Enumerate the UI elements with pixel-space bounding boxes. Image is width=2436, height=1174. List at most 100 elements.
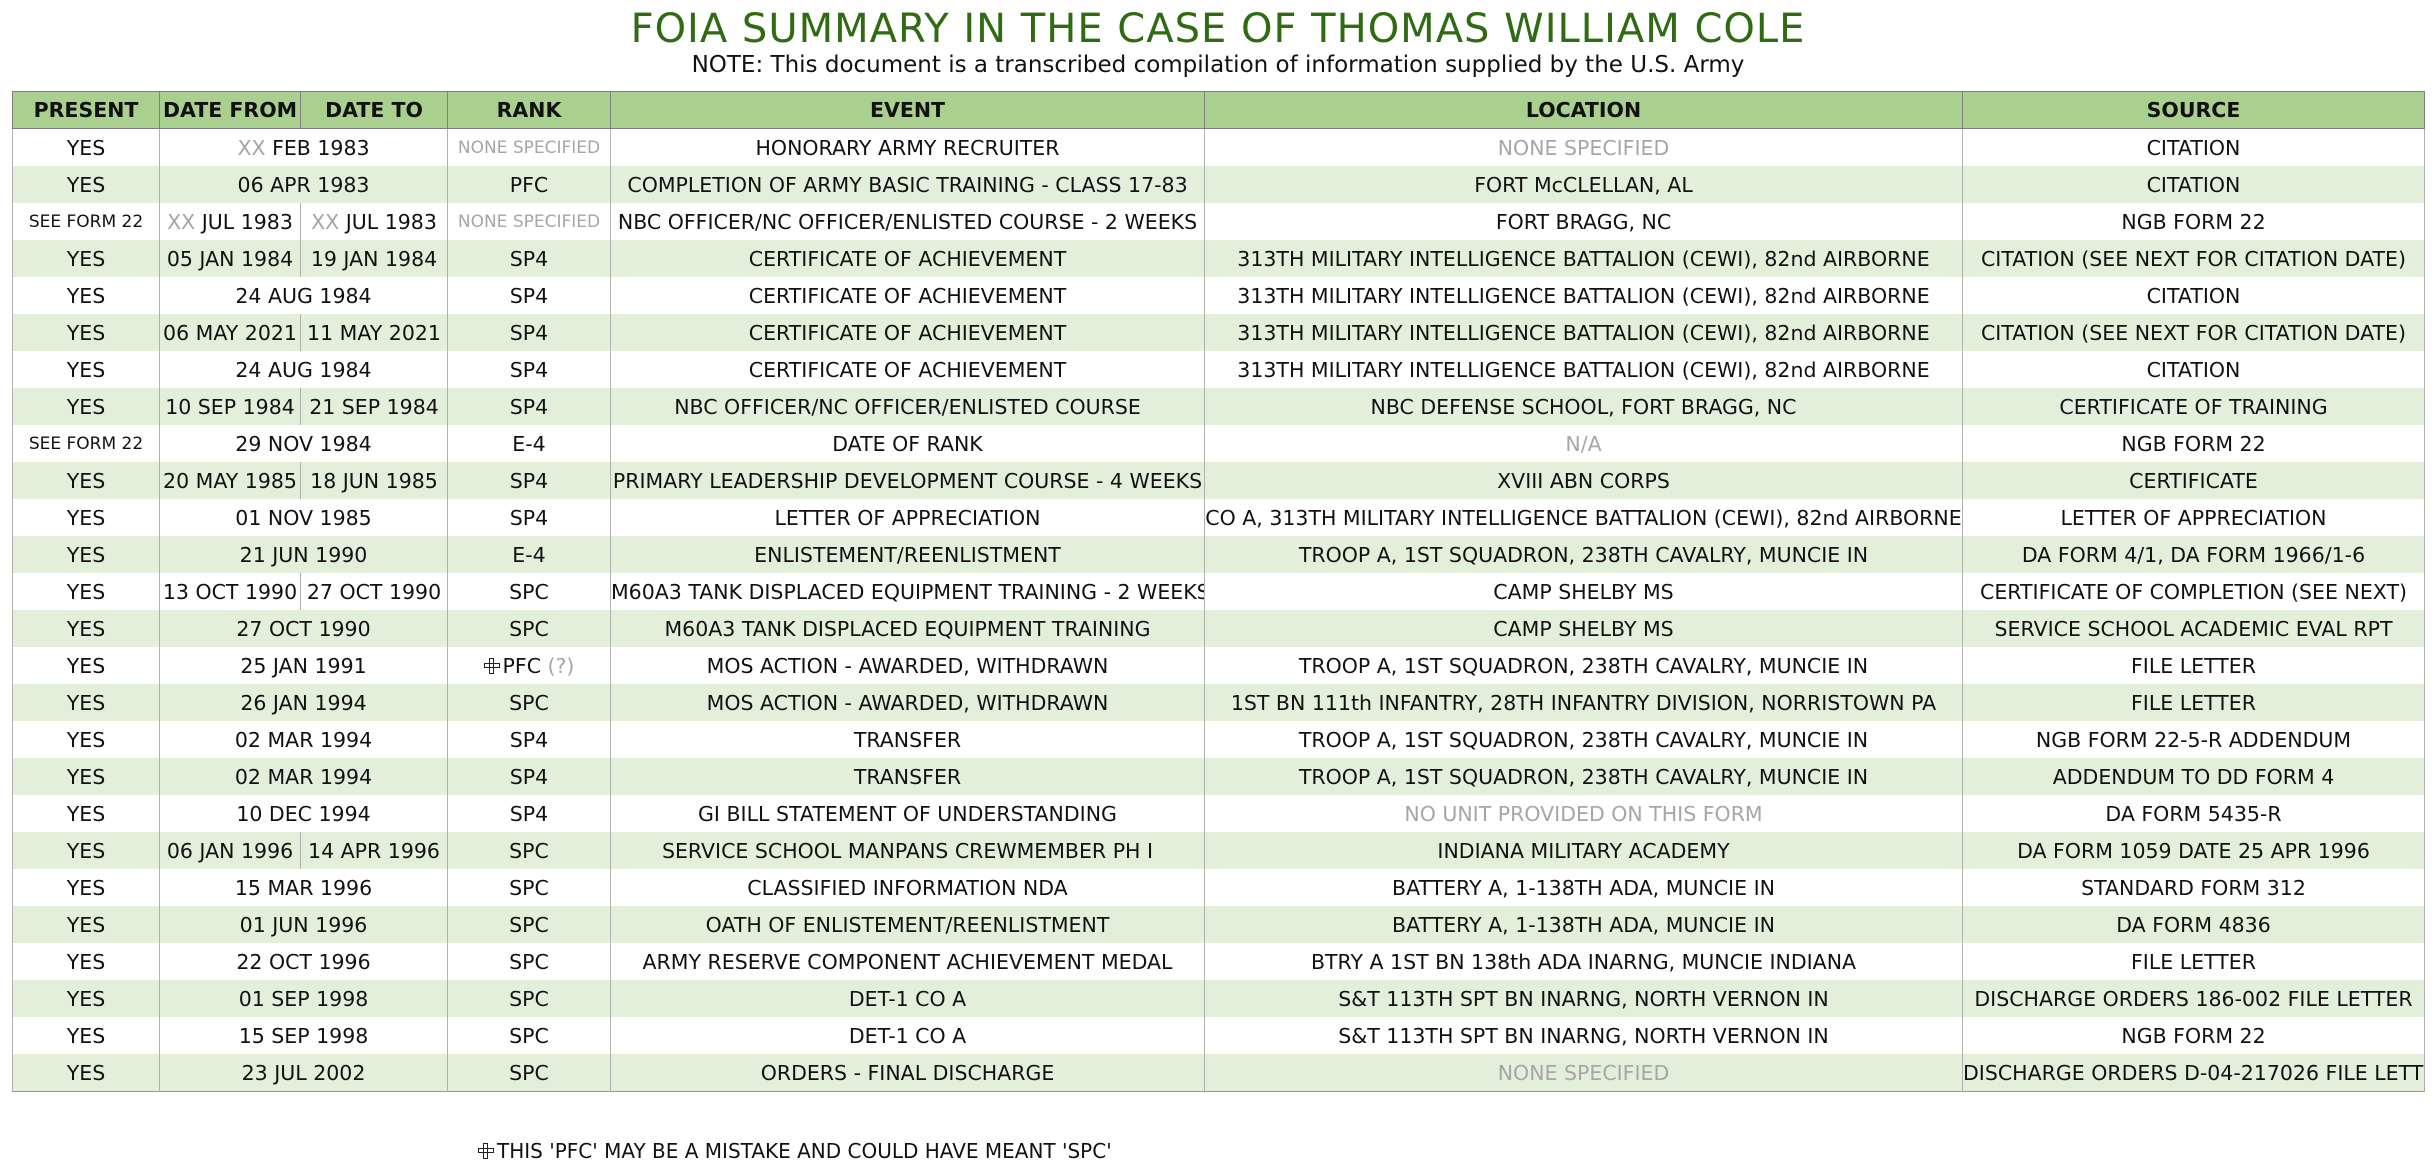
cross-marker-icon bbox=[478, 1143, 494, 1159]
date-to-cell: 19 JAN 1984 bbox=[300, 240, 448, 277]
source-cell: DA FORM 1059 DATE 25 APR 1996 bbox=[1962, 832, 2425, 869]
date-to-cell: 11 MAY 2021 bbox=[300, 314, 448, 351]
rank-cell: SP4 bbox=[447, 388, 611, 425]
date-unknown-prefix: XX bbox=[167, 209, 196, 234]
rank-uncertain-marker: (?) bbox=[547, 653, 575, 678]
table-row: YES 26 JAN 1994 SPC MOS ACTION - AWARDED, W… bbox=[12, 684, 2425, 721]
location-cell: TROOP A, 1ST SQUADRON, 238TH CAVALRY, MU… bbox=[1204, 536, 1963, 573]
table-row: YES 20 MAY 1985 18 JUN 1985 SP4 PRIMARY LEAD… bbox=[12, 462, 2425, 499]
present-cell: YES bbox=[12, 610, 160, 647]
date-text: 06 APR 1983 bbox=[237, 172, 370, 197]
event-cell: NBC OFFICER/NC OFFICER/ENLISTED COURSE -… bbox=[610, 203, 1205, 240]
rank-cell: NONE SPECIFIED bbox=[447, 128, 611, 166]
rank-cell: SP4 bbox=[447, 462, 611, 499]
date-cell: 24 AUG 1984 bbox=[159, 277, 448, 314]
date-cell: 27 OCT 1990 bbox=[159, 610, 448, 647]
date-cell: XX FEB 1983 bbox=[159, 128, 448, 166]
rank-cell: SPC bbox=[447, 1054, 611, 1092]
event-cell: PRIMARY LEADERSHIP DEVELOPMENT COURSE - … bbox=[610, 462, 1205, 499]
date-text: 01 SEP 1998 bbox=[238, 986, 369, 1011]
present-cell: YES bbox=[12, 1054, 160, 1092]
location-cell: NONE SPECIFIED bbox=[1204, 128, 1963, 166]
date-text: 23 JUL 2002 bbox=[241, 1060, 366, 1085]
present-cell: YES bbox=[12, 166, 160, 203]
source-cell: SERVICE SCHOOL ACADEMIC EVAL RPT bbox=[1962, 610, 2425, 647]
date-to-cell: 18 JUN 1985 bbox=[300, 462, 448, 499]
event-cell: M60A3 TANK DISPLACED EQUIPMENT TRAINING bbox=[610, 610, 1205, 647]
source-cell: NGB FORM 22 bbox=[1962, 425, 2425, 462]
table-row: YES 02 MAR 1994 SP4 TRANSFER TROOP A, 1ST SQ… bbox=[12, 721, 2425, 758]
date-to-cell: XX JUL 1983 bbox=[300, 203, 448, 240]
location-cell: 313TH MILITARY INTELLIGENCE BATTALION (C… bbox=[1204, 314, 1963, 351]
table-row: YES 21 JUN 1990 E-4 ENLISTEMENT/REENLISTMEN… bbox=[12, 536, 2425, 573]
source-cell: CITATION bbox=[1962, 351, 2425, 388]
event-cell: TRANSFER bbox=[610, 758, 1205, 795]
present-cell: YES bbox=[12, 943, 160, 980]
date-text: 02 MAR 1994 bbox=[234, 727, 373, 752]
date-from-cell: 05 JAN 1984 bbox=[159, 240, 301, 277]
location-cell: S&T 113TH SPT BN INARNG, NORTH VERNON IN bbox=[1204, 980, 1963, 1017]
date-text: JUL 1983 bbox=[345, 209, 437, 234]
location-cell: NO UNIT PROVIDED ON THIS FORM bbox=[1204, 795, 1963, 832]
event-cell: DET-1 CO A bbox=[610, 980, 1205, 1017]
date-text: 27 OCT 1990 bbox=[236, 616, 371, 641]
cross-marker-icon bbox=[483, 657, 500, 674]
event-cell: HONORARY ARMY RECRUITER bbox=[610, 128, 1205, 166]
date-text: 27 OCT 1990 bbox=[306, 579, 442, 604]
date-text: 18 JUN 1985 bbox=[310, 468, 438, 493]
present-cell: SEE FORM 22 bbox=[12, 425, 160, 462]
date-cell: 15 SEP 1998 bbox=[159, 1017, 448, 1054]
table-header-row: PRESENT DATE FROM DATE TO RANK EVENT LOC… bbox=[12, 91, 2425, 129]
date-text: 24 AUG 1984 bbox=[235, 283, 372, 308]
rank-cell: SP4 bbox=[447, 795, 611, 832]
date-text: 20 MAY 1985 bbox=[163, 468, 297, 493]
rank-cell: SPC bbox=[447, 980, 611, 1017]
date-text: 14 APR 1996 bbox=[308, 838, 440, 863]
table-row: YES 23 JUL 2002 SPC ORDERS - FINAL DISCHARG… bbox=[12, 1054, 2425, 1092]
location-cell: NBC DEFENSE SCHOOL, FORT BRAGG, NC bbox=[1204, 388, 1963, 425]
table-row: SEE FORM 22 XX JUL 1983 XX JUL 1983 NONE SP… bbox=[12, 203, 2425, 240]
source-cell: CITATION (SEE NEXT FOR CITATION DATE) bbox=[1962, 314, 2425, 351]
rank-cell: SP4 bbox=[447, 240, 611, 277]
event-cell: MOS ACTION - AWARDED, WITHDRAWN bbox=[610, 647, 1205, 684]
table-row: YES 25 JAN 1991 PFC (?) MOS ACTION - AWARDE… bbox=[12, 647, 2425, 684]
rank-cell: SPC bbox=[447, 906, 611, 943]
date-cell: 23 JUL 2002 bbox=[159, 1054, 448, 1092]
present-cell: YES bbox=[12, 1017, 160, 1054]
event-cell: CERTIFICATE OF ACHIEVEMENT bbox=[610, 351, 1205, 388]
date-cell: 01 NOV 1985 bbox=[159, 499, 448, 536]
date-text: 15 SEP 1998 bbox=[238, 1023, 369, 1048]
rank-cell: PFC bbox=[447, 166, 611, 203]
header-event: EVENT bbox=[610, 91, 1205, 129]
rank-cell: PFC (?) bbox=[447, 647, 611, 684]
rank-cell: SP4 bbox=[447, 758, 611, 795]
date-from-cell: 13 OCT 1990 bbox=[159, 573, 301, 610]
event-cell: M60A3 TANK DISPLACED EQUIPMENT TRAINING … bbox=[610, 573, 1205, 610]
present-cell: YES bbox=[12, 573, 160, 610]
date-to-cell: 14 APR 1996 bbox=[300, 832, 448, 869]
event-cell: CERTIFICATE OF ACHIEVEMENT bbox=[610, 277, 1205, 314]
rank-cell: SPC bbox=[447, 943, 611, 980]
present-cell: YES bbox=[12, 647, 160, 684]
present-cell: SEE FORM 22 bbox=[12, 203, 160, 240]
table-row: YES 06 MAY 2021 11 MAY 2021 SP4 CERTIFICATE … bbox=[12, 314, 2425, 351]
event-cell: CERTIFICATE OF ACHIEVEMENT bbox=[610, 314, 1205, 351]
event-cell: NBC OFFICER/NC OFFICER/ENLISTED COURSE bbox=[610, 388, 1205, 425]
rank-cell: SPC bbox=[447, 1017, 611, 1054]
date-text: 06 MAY 2021 bbox=[163, 320, 297, 345]
event-cell: CLASSIFIED INFORMATION NDA bbox=[610, 869, 1205, 906]
event-cell: COMPLETION OF ARMY BASIC TRAINING - CLAS… bbox=[610, 166, 1205, 203]
source-cell: DISCHARGE ORDERS D-04-217026 FILE LETTER bbox=[1962, 1054, 2425, 1092]
source-cell: ADDENDUM TO DD FORM 4 bbox=[1962, 758, 2425, 795]
present-cell: YES bbox=[12, 536, 160, 573]
table-row: YES 02 MAR 1994 SP4 TRANSFER TROOP A, 1ST SQ… bbox=[12, 758, 2425, 795]
present-cell: YES bbox=[12, 240, 160, 277]
table-row: YES 10 DEC 1994 SP4 GI BILL STATEMENT OF UN… bbox=[12, 795, 2425, 832]
rank-cell: SPC bbox=[447, 610, 611, 647]
date-text: 24 AUG 1984 bbox=[235, 357, 372, 382]
table-row: YES 15 SEP 1998 SPC DET-1 CO A S&T 113TH SPT… bbox=[12, 1017, 2425, 1054]
source-cell: CERTIFICATE OF TRAINING bbox=[1962, 388, 2425, 425]
rank-cell: SPC bbox=[447, 573, 611, 610]
document-title: FOIA SUMMARY IN THE CASE OF THOMAS WILLI… bbox=[630, 6, 1806, 52]
location-cell: CO A, 313TH MILITARY INTELLIGENCE BATTAL… bbox=[1204, 499, 1963, 536]
